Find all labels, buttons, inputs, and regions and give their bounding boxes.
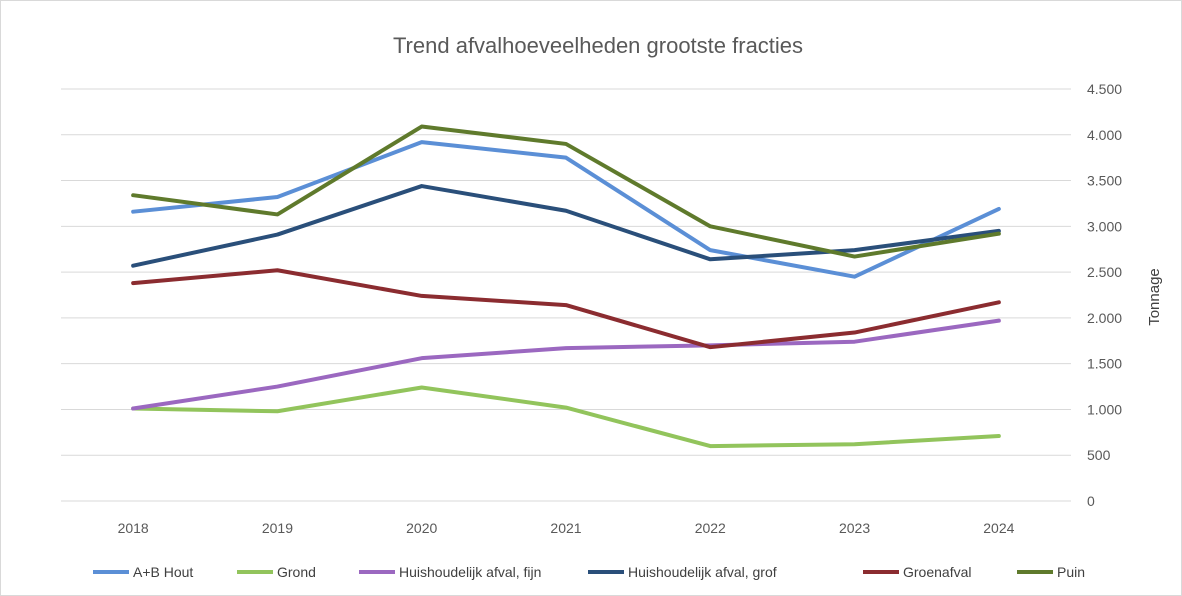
x-tick-label: 2023	[839, 520, 870, 536]
y-tick-label: 3.500	[1087, 173, 1122, 189]
y-tick-label: 500	[1087, 447, 1111, 463]
legend: A+B Hout Grond Huishoudelijk afval, fijn Hu…	[93, 564, 1085, 580]
series-line	[131, 184, 1001, 268]
legend-label: Puin	[1057, 564, 1085, 580]
legend-label: Huishoudelijk afval, grof	[628, 564, 777, 580]
x-tick-label: 2021	[550, 520, 581, 536]
y-tick-label: 2.500	[1087, 264, 1122, 280]
legend-label: Grond	[277, 564, 316, 580]
y-tick-label: 1.000	[1087, 401, 1122, 417]
series-line	[131, 318, 1001, 411]
legend-label: Groenafval	[903, 564, 971, 580]
series-line	[131, 140, 1001, 279]
x-axis-ticks: 2018 2019 2020 2021 2022 2023 2024	[118, 520, 1015, 536]
chart-title: Trend afvalhoeveelheden grootste fractie…	[393, 33, 803, 58]
y-tick-label: 4.000	[1087, 127, 1122, 143]
y-tick-label: 3.000	[1087, 218, 1122, 234]
series-line	[131, 124, 1001, 259]
series-lines	[131, 124, 1001, 449]
x-tick-label: 2022	[695, 520, 726, 536]
x-tick-label: 2024	[983, 520, 1014, 536]
legend-label: A+B Hout	[133, 564, 193, 580]
y-axis-title: Tonnage	[1146, 268, 1163, 326]
y-tick-label: 1.500	[1087, 356, 1122, 372]
series-line	[131, 268, 1001, 350]
x-tick-label: 2020	[406, 520, 437, 536]
series-line	[131, 385, 1001, 449]
y-axis-ticks: 0 500 1.000 1.500 2.000 2.500 3.000 3.500 4.000 4…	[1087, 81, 1122, 509]
y-tick-label: 2.000	[1087, 310, 1122, 326]
y-tick-label: 4.500	[1087, 81, 1122, 97]
x-tick-label: 2019	[262, 520, 293, 536]
x-tick-label: 2018	[118, 520, 149, 536]
legend-label: Huishoudelijk afval, fijn	[399, 564, 541, 580]
y-tick-label: 0	[1087, 493, 1095, 509]
